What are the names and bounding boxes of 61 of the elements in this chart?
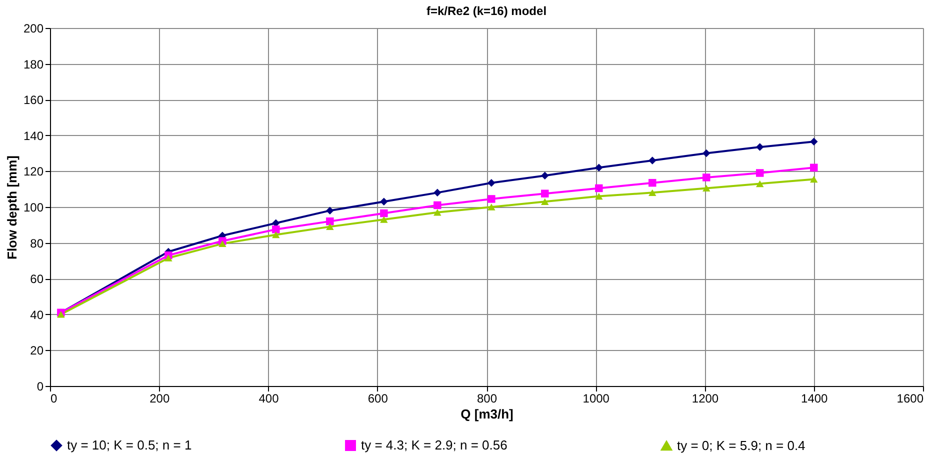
point xyxy=(702,184,710,192)
point xyxy=(272,226,280,234)
x-tick-label: 1000 xyxy=(582,392,610,406)
point xyxy=(648,189,656,196)
point xyxy=(541,172,549,180)
y-tick-label: 140 xyxy=(23,128,44,143)
point xyxy=(434,188,442,197)
y-tick-label: 100 xyxy=(23,200,44,214)
chart-title: f=k/Re2 (k=16) model xyxy=(426,4,547,18)
legend-label: ty = 0; K = 5.9; n = 0.4 xyxy=(677,438,806,453)
y-tick-label: 20 xyxy=(30,344,44,358)
point xyxy=(756,143,764,151)
point xyxy=(434,201,442,210)
x-tick-label: 600 xyxy=(368,392,388,406)
x-tick-label: 1600 xyxy=(896,392,924,406)
point xyxy=(434,209,442,216)
y-tick-label: 0 xyxy=(36,380,44,394)
point xyxy=(541,190,549,198)
y-tick-label: 120 xyxy=(23,164,44,179)
point xyxy=(164,254,172,262)
x-tick-label: 400 xyxy=(258,392,280,406)
point xyxy=(810,164,818,172)
point xyxy=(756,180,764,188)
x-tick-label: 200 xyxy=(150,392,170,406)
y-tick-label: 80 xyxy=(30,236,44,250)
point xyxy=(810,138,818,146)
y-tick-label: 200 xyxy=(23,22,44,36)
point xyxy=(756,169,764,177)
point xyxy=(488,204,496,210)
x-tick-label: 1200 xyxy=(692,392,719,406)
point xyxy=(488,195,496,203)
y-tick-label: 60 xyxy=(30,272,44,286)
point xyxy=(595,184,603,192)
point xyxy=(595,192,603,200)
point xyxy=(380,198,388,206)
point xyxy=(648,156,656,164)
x-tick-label: 800 xyxy=(476,392,498,406)
legend-label: ty = 4.3; K = 2.9; n = 0.56 xyxy=(361,438,508,453)
legend-label: ty = 10; K = 0.5; n = 1 xyxy=(67,438,192,453)
point xyxy=(595,164,603,172)
point xyxy=(272,231,280,238)
y-axis-title: Flow depth [mm] xyxy=(4,156,20,260)
point xyxy=(326,223,334,230)
point xyxy=(218,240,226,248)
point xyxy=(810,176,818,183)
point xyxy=(541,198,549,205)
y-tick-label: 160 xyxy=(23,93,44,108)
point xyxy=(702,174,710,182)
y-tick-label: 40 xyxy=(30,308,44,322)
point xyxy=(380,216,388,223)
point xyxy=(648,178,656,187)
point xyxy=(380,209,388,218)
point xyxy=(702,149,710,158)
point xyxy=(326,206,334,214)
x-tick-label: 1400 xyxy=(801,392,828,406)
point xyxy=(326,217,334,226)
point xyxy=(57,311,65,318)
x-tick-label: 0 xyxy=(50,392,58,406)
point xyxy=(488,178,496,187)
y-tick-label: 180 xyxy=(23,57,44,72)
x-axis-title: Q [m3/h] xyxy=(460,406,514,422)
